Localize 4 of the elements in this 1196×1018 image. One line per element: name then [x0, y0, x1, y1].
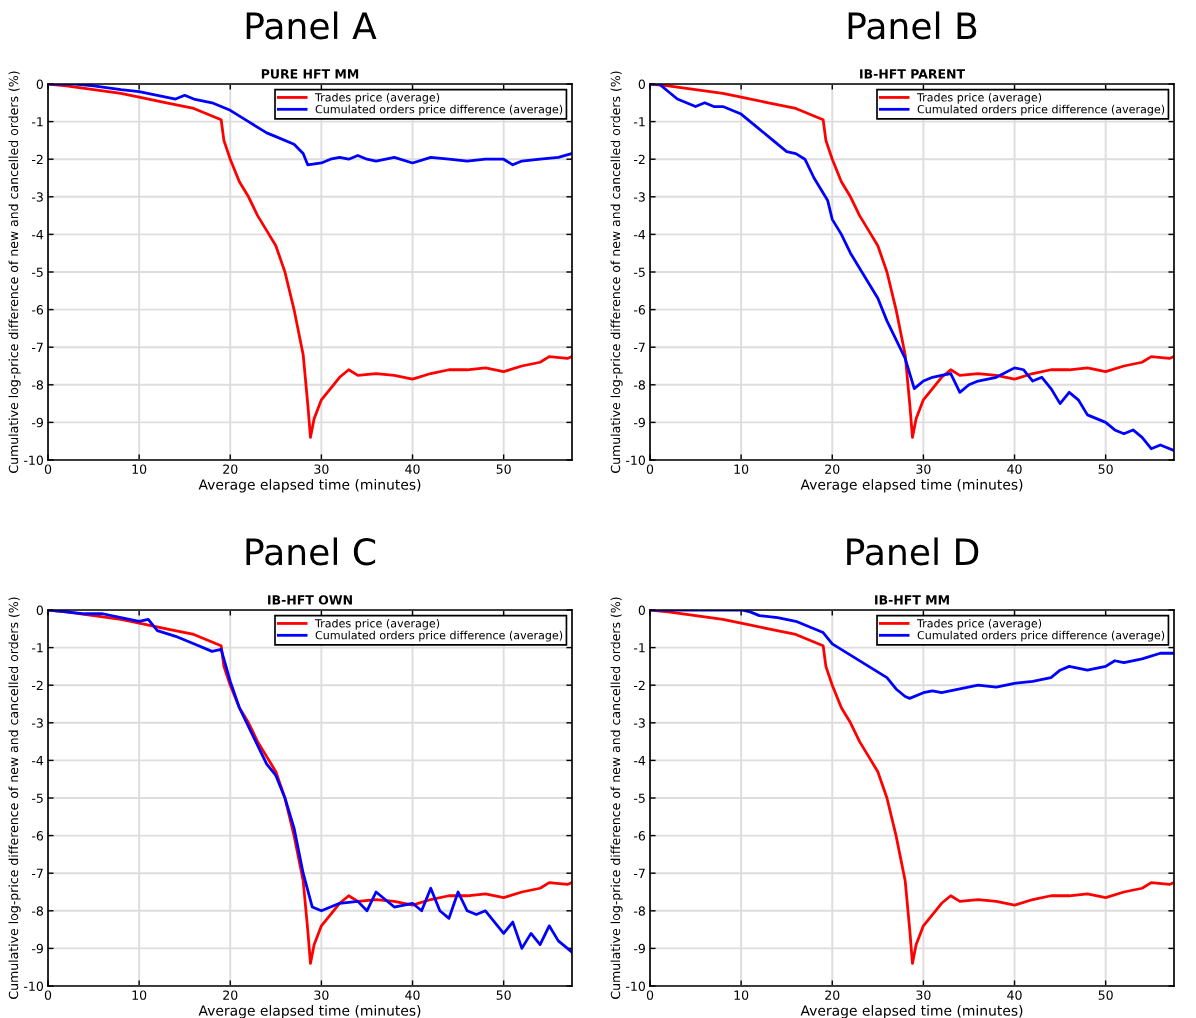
chart-title: Panel A — [246, 11, 377, 40]
chart-title: Panel C — [246, 537, 376, 566]
chart-title: Panel B — [848, 11, 977, 40]
chart-title: Panel D — [847, 537, 979, 566]
